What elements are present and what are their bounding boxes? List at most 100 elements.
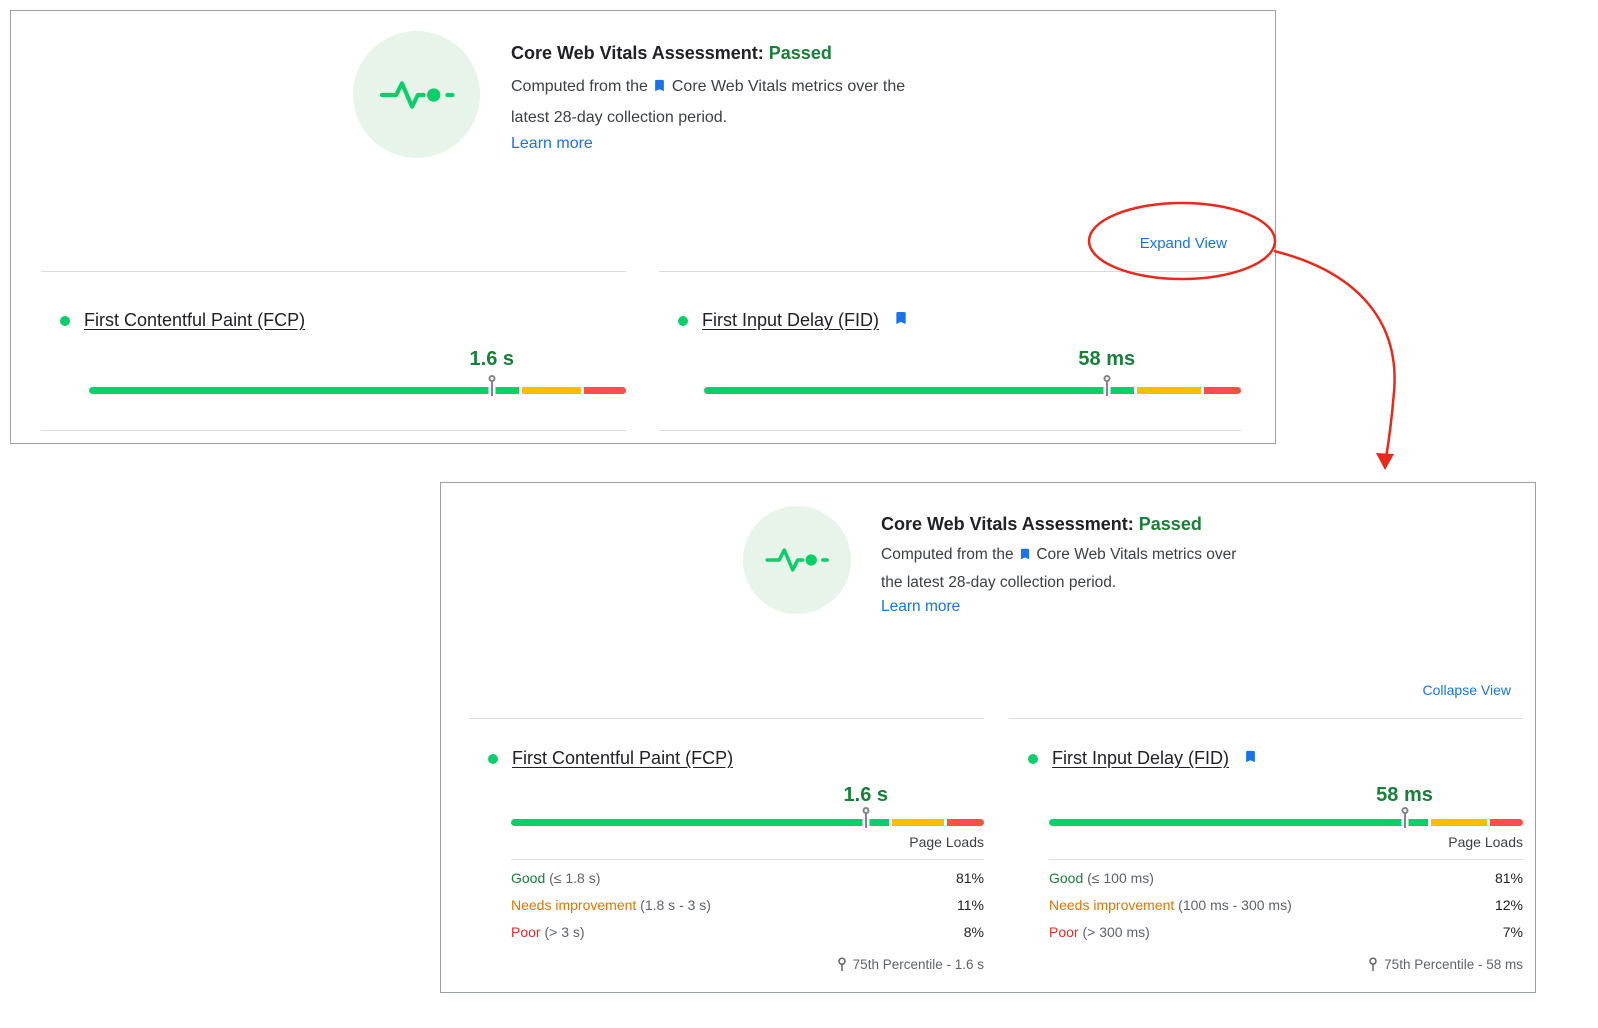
good-status-dot [60, 315, 70, 326]
assessment-header: Core Web Vitals Assessment: Passed Compu… [881, 514, 1256, 616]
percentile-marker [862, 807, 870, 828]
fid-metric-header: First Input Delay (FID) [678, 310, 909, 331]
bar-segment-needs-improvement [1431, 819, 1488, 826]
learn-more-link[interactable]: Learn more [511, 135, 593, 152]
distribution-row-poor: Poor (> 3 s) 8% [511, 918, 984, 945]
distribution-row-needs-improvement: Needs improvement (1.8 s - 3 s) 11% [511, 891, 984, 918]
fcp-metric-header: First Contentful Paint (FCP) [488, 748, 733, 769]
divider [469, 718, 984, 719]
pin-icon [1369, 957, 1377, 971]
fid-percentile: 75th Percentile - 58 ms [1049, 957, 1523, 972]
distribution-row-needs-improvement: Needs improvement (100 ms - 300 ms) 12% [1049, 891, 1523, 918]
cwv-collapsed-panel: Core Web Vitals Assessment: Passed Compu… [10, 10, 1276, 444]
page-loads-header: Page Loads [511, 834, 984, 860]
fid-value: 58 ms [1376, 784, 1433, 806]
fcp-gauge: 1.6 s [511, 738, 984, 833]
distribution-row-good: Good (≤ 1.8 s) 81% [511, 864, 984, 891]
percentile-text: 75th Percentile - 58 ms [1384, 957, 1523, 972]
fid-metric-label[interactable]: First Input Delay (FID) [1052, 748, 1230, 768]
fcp-value: 1.6 s [843, 784, 888, 806]
fcp-metric-label[interactable]: First Contentful Paint (FCP) [84, 310, 306, 330]
distribution-rows: Good (≤ 100 ms) 81% Needs improvement (1… [1049, 864, 1523, 945]
collapse-view-link[interactable]: Collapse View [1422, 682, 1511, 698]
fcp-distribution-table: Page Loads Good (≤ 1.8 s) 81% Needs impr… [511, 834, 984, 972]
fcp-metric-section: First Contentful Paint (FCP) 1.6 s Page … [469, 738, 984, 983]
percentile-marker [1103, 375, 1111, 396]
fid-metric-header: First Input Delay (FID) [1028, 748, 1258, 769]
row-name: Needs improvement [1049, 896, 1175, 913]
assessment-title: Core Web Vitals Assessment: Passed [511, 43, 906, 64]
assessment-title-text: Core Web Vitals Assessment: [511, 43, 764, 63]
annotation-arrow [1273, 249, 1396, 459]
bookmark-icon [1243, 749, 1258, 769]
divider [41, 271, 626, 272]
percentile-marker-dot [1103, 375, 1111, 382]
percentile-marker-dot [1401, 807, 1408, 814]
assessment-title: Core Web Vitals Assessment: Passed [881, 514, 1256, 535]
row-name: Poor [1049, 923, 1079, 940]
percentile-text: 75th Percentile - 1.6 s [852, 957, 984, 972]
divider [41, 430, 626, 431]
fcp-metric-label[interactable]: First Contentful Paint (FCP) [512, 748, 734, 768]
fid-metric-section: First Input Delay (FID) 58 ms [659, 296, 1241, 436]
assessment-description: Computed from the Core Web Vitals metric… [881, 544, 1237, 591]
bar-segment-needs-improvement [892, 819, 944, 826]
distribution-rows: Good (≤ 1.8 s) 81% Needs improvement (1.… [511, 864, 984, 945]
bookmark-icon [1018, 544, 1032, 570]
bar-segment-good [1049, 819, 1429, 826]
fcp-value: 1.6 s [469, 348, 514, 370]
pin-icon [837, 957, 846, 971]
bar-segment-poor [1490, 819, 1523, 826]
assessment-header: Core Web Vitals Assessment: Passed Compu… [511, 43, 906, 153]
good-status-dot [678, 315, 688, 326]
row-range: (≤ 1.8 s) [549, 869, 601, 886]
page-loads-header: Page Loads [1049, 834, 1523, 860]
bar-segment-needs-improvement [522, 387, 581, 394]
fcp-metric-section: First Contentful Paint (FCP) 1.6 s [41, 296, 626, 436]
good-status-dot [488, 753, 498, 764]
row-value: 7% [1502, 923, 1523, 940]
good-status-dot [1028, 753, 1038, 764]
row-name: Good [511, 869, 546, 886]
row-value: 11% [957, 896, 984, 913]
bar-segment-good [704, 387, 1135, 394]
row-range: (> 3 s) [544, 923, 585, 940]
assessment-status: Passed [1138, 514, 1202, 534]
divider [659, 430, 1241, 431]
cwv-expanded-panel: Core Web Vitals Assessment: Passed Compu… [440, 482, 1536, 993]
bar-segment-poor [583, 387, 626, 394]
row-range: (> 300 ms) [1082, 923, 1150, 940]
bookmark-icon [893, 310, 909, 331]
row-value: 8% [963, 923, 984, 940]
pulse-icon-circle [743, 506, 851, 614]
pulse-icon [379, 80, 454, 109]
bar-segment-needs-improvement [1137, 387, 1201, 394]
percentile-marker [488, 375, 496, 396]
divider [659, 271, 1241, 272]
fcp-percentile: 75th Percentile - 1.6 s [511, 957, 984, 972]
row-range: (1.8 s - 3 s) [640, 896, 711, 913]
percentile-marker [1401, 807, 1408, 828]
bar-segment-good [511, 819, 890, 826]
bar-segment-poor [1203, 387, 1241, 394]
distribution-row-poor: Poor (> 300 ms) 7% [1049, 918, 1523, 945]
row-range: (100 ms - 300 ms) [1178, 896, 1292, 913]
pulse-icon-circle [353, 31, 480, 158]
learn-more-link[interactable]: Learn more [881, 598, 961, 615]
row-name: Poor [511, 923, 541, 940]
fid-gauge: 58 ms [704, 296, 1241, 406]
distribution-row-good: Good (≤ 100 ms) 81% [1049, 864, 1523, 891]
fid-gauge: 58 ms [1049, 738, 1523, 833]
assessment-status: Passed [768, 43, 832, 63]
bar-segment-good [89, 387, 520, 394]
fid-distribution-table: Page Loads Good (≤ 100 ms) 81% Needs imp… [1049, 834, 1523, 972]
expand-view-link[interactable]: Expand View [1139, 235, 1227, 252]
annotation-arrowhead [1376, 453, 1394, 470]
divider [1009, 718, 1523, 719]
row-value: 81% [1494, 869, 1523, 886]
row-value: 12% [1494, 896, 1523, 913]
bookmark-icon [652, 74, 667, 103]
fid-bar [1049, 819, 1523, 826]
fid-metric-label[interactable]: First Input Delay (FID) [702, 310, 880, 330]
assessment-description: Computed from the Core Web Vitals metric… [511, 72, 906, 132]
